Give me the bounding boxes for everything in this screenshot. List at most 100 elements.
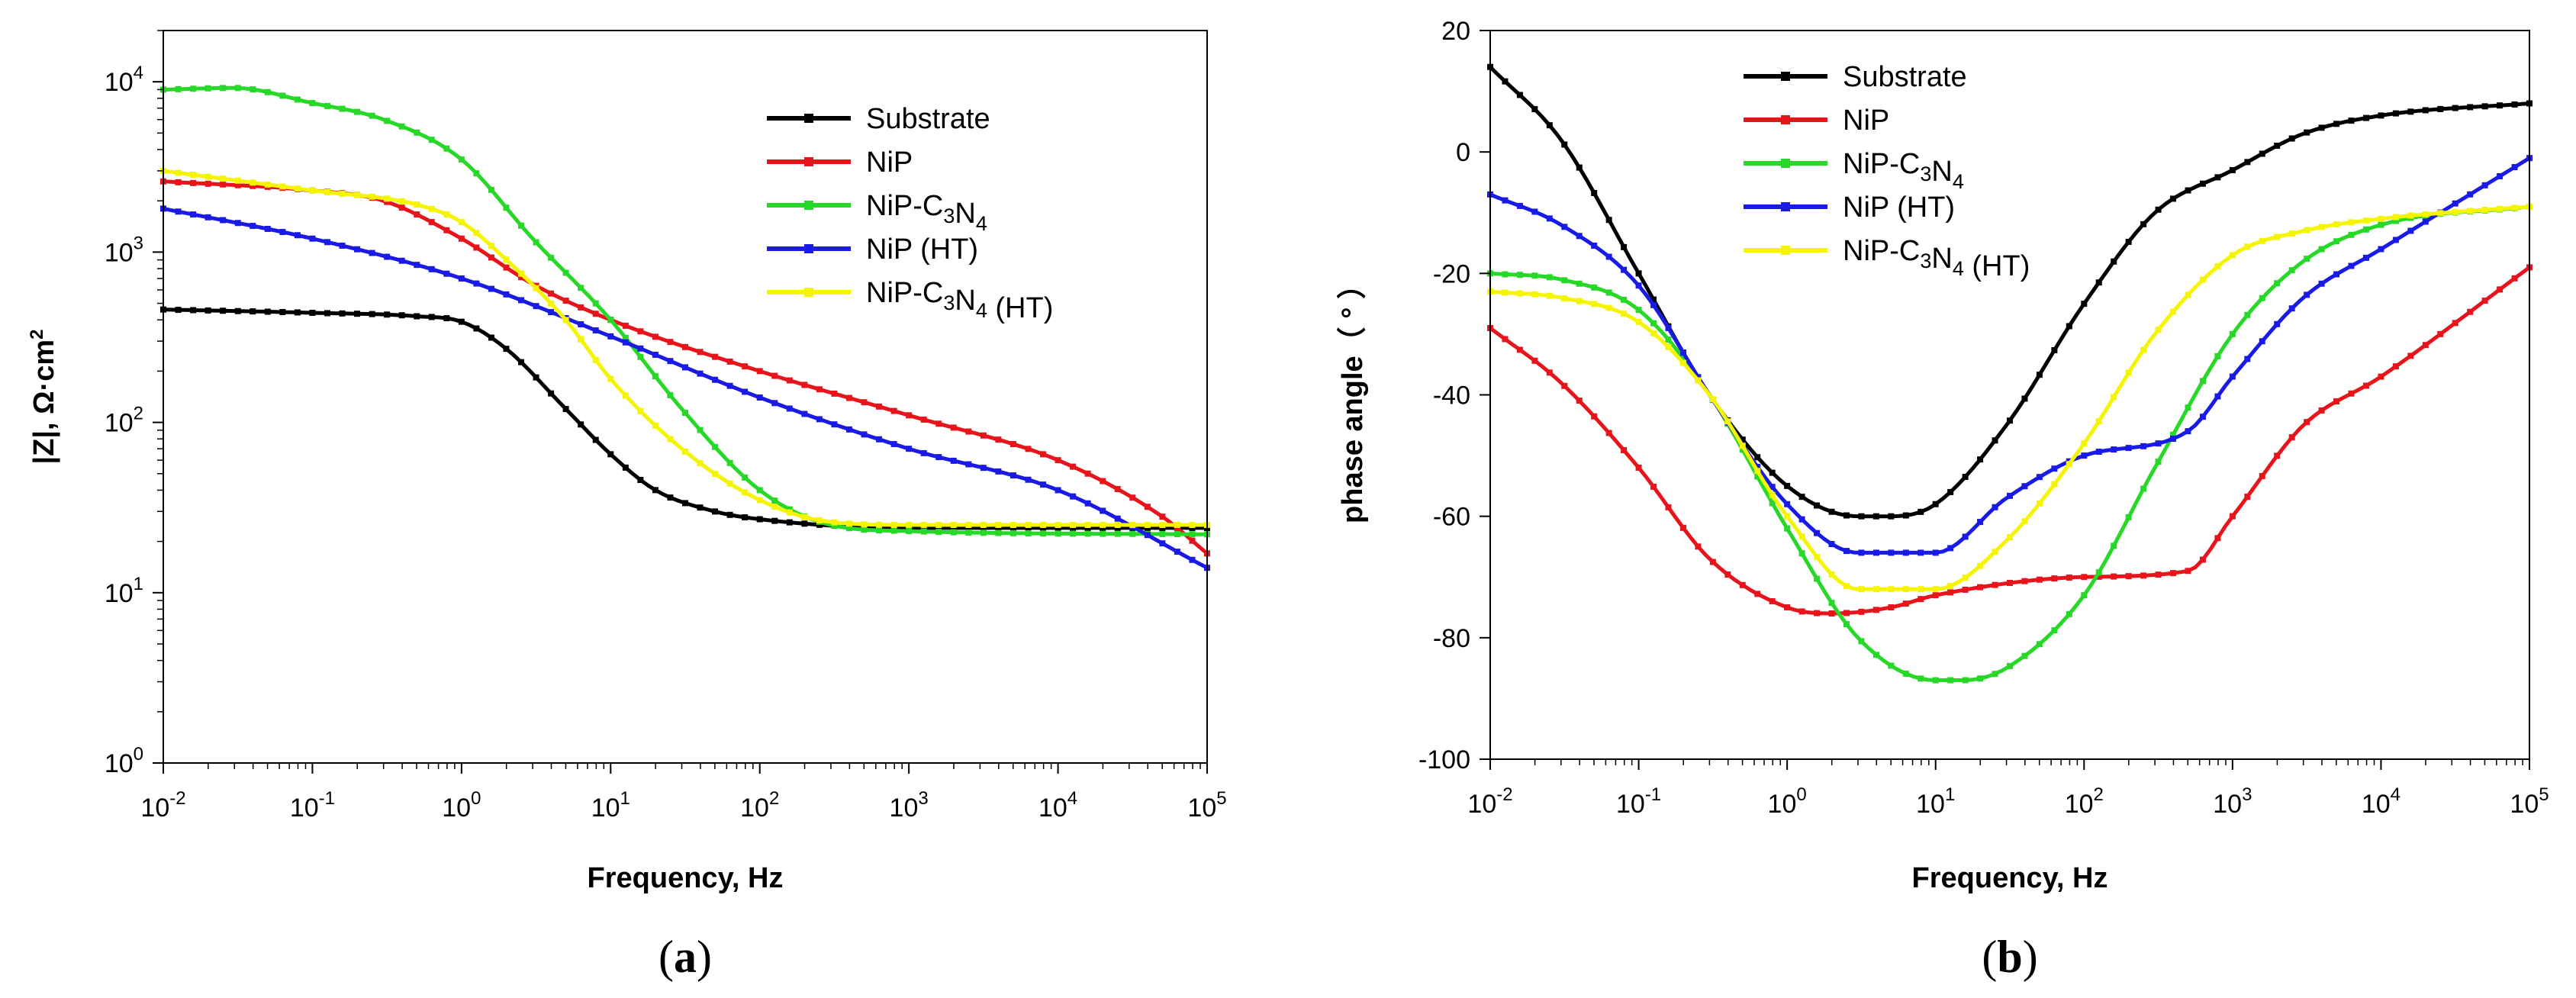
- chart-a-marker-nip-c3n4-ht: [443, 211, 450, 217]
- chart-a-marker-nip-c3n4: [637, 353, 644, 360]
- chart-a-marker-nip-c3n4: [578, 285, 584, 291]
- chart-a-marker-nip-c3n4-ht: [1100, 521, 1106, 528]
- chart-b-marker-nip: [2288, 434, 2295, 441]
- chart-a-marker-nip: [622, 322, 629, 329]
- chart-b-marker-nip-c3n4: [2021, 652, 2028, 659]
- chart-b-marker-nip-ht: [2318, 280, 2325, 287]
- chart-a-marker-nip: [965, 428, 972, 435]
- chart-b-marker-nip-ht: [1858, 549, 1865, 556]
- chart-a-marker-nip-c3n4-ht: [1159, 521, 1166, 528]
- chart-b-marker-nip: [2066, 574, 2072, 581]
- chart-a-marker-nip-c3n4: [756, 487, 763, 494]
- chart-a-marker-nip-c3n4-ht: [861, 521, 868, 528]
- chart-b-marker-nip-c3n4-ht: [2497, 205, 2504, 212]
- chart-b-x-tick-label: 101: [1916, 784, 1955, 819]
- chart-b-marker-nip: [2021, 578, 2028, 584]
- chart-a-marker-nip-c3n4: [250, 86, 256, 93]
- chart-a-marker-nip: [443, 227, 450, 233]
- chart-a-marker-nip-c3n4-ht: [995, 521, 1002, 528]
- chart-b-marker-substrate: [1561, 141, 1568, 148]
- chart-b-marker-nip-c3n4: [2259, 295, 2265, 301]
- chart-b-marker-substrate: [1576, 164, 1583, 171]
- chart-b-marker-nip-c3n4-ht: [1709, 396, 1716, 403]
- chart-a-marker-nip: [1114, 485, 1121, 492]
- chart-a-marker-nip: [816, 386, 823, 393]
- chart-b-marker-substrate: [1798, 494, 1805, 501]
- chart-a-marker-nip-c3n4: [458, 156, 465, 163]
- chart-a-marker-nip-c3n4-ht: [204, 173, 211, 180]
- chart-a-marker-nip-ht: [816, 416, 823, 423]
- chart-a-marker-nip: [562, 298, 569, 304]
- chart-a-marker-substrate: [771, 517, 778, 524]
- chart-a-marker-nip-ht: [533, 303, 539, 310]
- chart-b-marker-nip-c3n4-ht: [1665, 343, 1672, 350]
- chart-a-marker-nip: [995, 436, 1002, 443]
- chart-a-marker-nip-c3n4: [712, 443, 719, 450]
- chart-b-marker-substrate: [2407, 108, 2414, 115]
- chart-a-marker-substrate: [682, 500, 688, 507]
- chart-b-marker-nip-c3n4-ht: [2111, 394, 2117, 401]
- chart-b-marker-substrate: [2125, 238, 2132, 245]
- chart-b-marker-nip-ht: [2140, 443, 2147, 449]
- chart-a-marker-nip-ht: [488, 285, 494, 292]
- chart-b-marker-nip-c3n4-ht: [1605, 304, 1612, 311]
- chart-a-marker-nip: [1070, 463, 1077, 470]
- chart-b-marker-nip-c3n4-ht: [2452, 208, 2458, 215]
- chart-b-marker-nip-c3n4-ht: [2007, 534, 2013, 541]
- chart-b-marker-substrate: [1784, 482, 1791, 489]
- chart-b-marker-nip-c3n4-ht: [1977, 562, 1984, 569]
- chart-b-marker-nip-ht: [2214, 393, 2221, 400]
- chart-a-marker-nip-c3n4: [607, 317, 614, 324]
- chart-b-marker-nip: [2467, 308, 2474, 315]
- chart-b-panel-label: (b): [1982, 932, 2037, 982]
- chart-b-marker-nip: [1709, 559, 1716, 565]
- chart-b-marker-nip: [1665, 504, 1672, 510]
- chart-a-marker-nip-ht: [1189, 556, 1196, 563]
- chart-a-x-tick-label: 100: [442, 788, 481, 823]
- chart-b-legend-item-substrate: Substrate: [1744, 61, 1967, 93]
- chart-a-marker-nip-c3n4-ht: [667, 436, 674, 443]
- chart-a-marker-nip-c3n4-ht: [786, 509, 793, 516]
- chart-a-marker-nip-c3n4: [294, 96, 301, 103]
- chart-b-marker-nip-ht: [1502, 197, 1509, 204]
- chart-a-legend-item-nip-ht: NiP (HT): [767, 233, 978, 266]
- chart-a-marker-nip-c3n4: [1100, 530, 1106, 537]
- chart-a-marker-substrate: [324, 310, 330, 317]
- chart-a-marker-nip: [488, 254, 494, 261]
- chart-b-marker-nip-c3n4: [2066, 610, 2072, 617]
- chart-b-marker-nip: [2378, 373, 2384, 380]
- chart-b-marker-substrate: [1814, 502, 1821, 509]
- chart-a-series-nip-ht: [160, 205, 1210, 571]
- chart-b-marker-nip-ht: [1754, 463, 1761, 470]
- chart-a-marker-nip-c3n4-ht: [354, 192, 361, 198]
- chart-a-marker-nip-c3n4-ht: [1114, 521, 1121, 528]
- chart-b-marker-substrate: [2036, 372, 2043, 378]
- chart-b-marker-substrate: [2362, 114, 2369, 121]
- chart-a-marker-nip-c3n4: [369, 112, 375, 119]
- chart-b-marker-nip: [2274, 452, 2281, 459]
- chart-b-marker-nip-ht: [1679, 349, 1686, 356]
- chart-a-marker-nip-ht: [234, 220, 241, 227]
- chart-a-marker-nip-ht: [1009, 472, 1016, 479]
- chart-b-line-nip: [1489, 266, 2531, 616]
- chart-b-marker-substrate: [1962, 474, 1969, 481]
- chart-b-marker-nip-ht: [2125, 445, 2132, 452]
- chart-a-marker-nip-c3n4-ht: [1025, 521, 1032, 528]
- chart-b-marker-nip-c3n4-ht: [1902, 586, 1909, 593]
- chart-b-marker-nip: [1621, 446, 1628, 453]
- chart-b-marker-nip-c3n4-ht: [1858, 586, 1865, 593]
- chart-a-marker-nip-c3n4: [414, 129, 420, 136]
- chart-a-marker-nip-c3n4-ht: [234, 177, 241, 184]
- chart-a-marker-nip-c3n4-ht: [742, 489, 749, 496]
- chart-a-marker-nip-c3n4-ht: [190, 172, 197, 179]
- chart-a-marker-nip: [845, 394, 852, 401]
- chart-a-y-tick-label: 103: [105, 233, 143, 267]
- chart-a-marker-nip-c3n4: [935, 529, 942, 536]
- chart-b-marker-substrate: [2140, 221, 2147, 227]
- chart-b-marker-substrate: [2214, 174, 2221, 181]
- chart-a-marker-substrate: [697, 504, 704, 511]
- chart-a-marker-nip-c3n4-ht: [533, 285, 539, 291]
- chart-b-marker-nip-c3n4-ht: [2125, 369, 2132, 376]
- chart-a-series-substrate: [160, 306, 1210, 531]
- chart-b-marker-nip-c3n4: [2362, 226, 2369, 233]
